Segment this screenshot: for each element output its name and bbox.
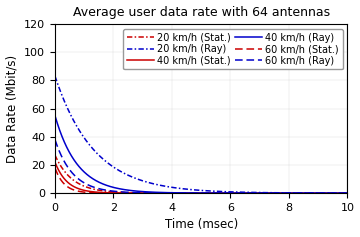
Y-axis label: Data Rate (Mbit/s): Data Rate (Mbit/s) [5, 55, 19, 163]
Title: Average user data rate with 64 antennas: Average user data rate with 64 antennas [73, 5, 330, 18]
Legend: 20 km/h (Stat.), 20 km/h (Ray), 40 km/h (Stat.), 40 km/h (Ray), 60 km/h (Stat.),: 20 km/h (Stat.), 20 km/h (Ray), 40 km/h … [123, 29, 343, 69]
X-axis label: Time (msec): Time (msec) [165, 219, 238, 232]
